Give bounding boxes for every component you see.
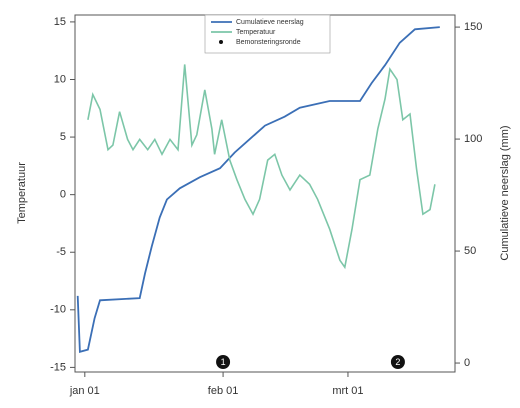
y-tick-label: -15 [50, 361, 66, 373]
legend-dot [219, 40, 223, 44]
y2-tick-label: 100 [464, 133, 482, 145]
plot-frame [74, 14, 456, 373]
y-tick-label: -10 [50, 304, 66, 316]
sampling-marker [216, 355, 231, 369]
x-tick-label: mrt 01 [332, 385, 363, 397]
legend-label: Cumulatieve neerslag [236, 19, 304, 26]
legend-label: Temperatuur [236, 29, 276, 36]
y2-tick-label: 50 [464, 245, 476, 257]
y2-axis-label: Cumulatieve neerslag (mm) [499, 125, 511, 260]
sampling-label: 1 [221, 357, 226, 367]
legend-label: Bemonsteringsronde [236, 39, 301, 46]
y-tick-label: -5 [56, 246, 66, 258]
y2-tick-label: 0 [464, 357, 470, 369]
x-tick-label: jan 01 [69, 385, 100, 397]
series-line [76, 26, 440, 353]
y-axis-label: Temperatuur [16, 162, 28, 224]
y-tick-label: 10 [54, 73, 66, 85]
y-tick-label: 5 [60, 131, 66, 143]
sampling-label: 2 [395, 357, 400, 367]
y2-tick-label: 150 [464, 21, 482, 33]
series-line [87, 64, 436, 270]
y-tick-label: 15 [54, 16, 66, 28]
sampling-marker [390, 355, 405, 369]
y-tick-label: 0 [60, 189, 66, 201]
x-tick-label: feb 01 [208, 385, 239, 397]
